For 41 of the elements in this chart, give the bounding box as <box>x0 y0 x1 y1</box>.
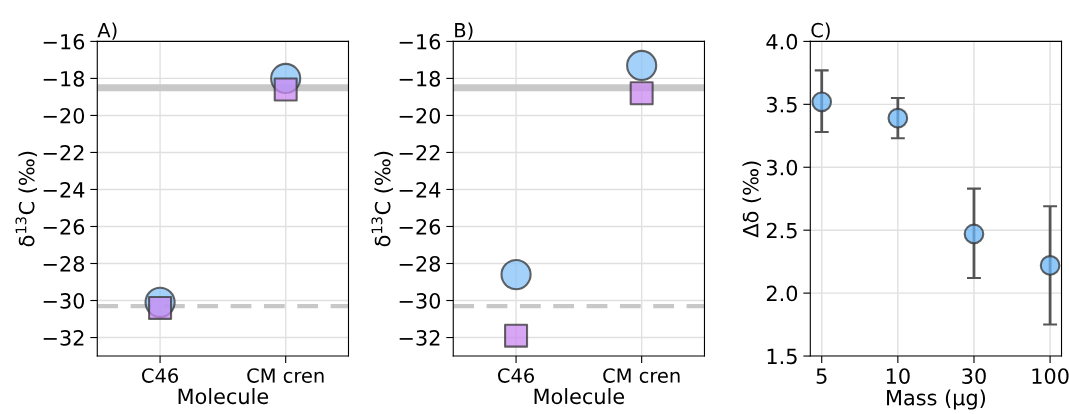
y-tick-label: −22 <box>399 144 440 161</box>
chart-title: B) <box>455 22 473 40</box>
x-axis-title: Mass (μg) <box>887 389 986 410</box>
y-tick-label: 3.5 <box>766 96 797 113</box>
y-axis-title: Δδ (‰) <box>742 161 761 238</box>
x-tick-label: 5 <box>816 368 827 384</box>
y-tick-label: −18 <box>399 70 441 87</box>
x-tick-label: 100 <box>1032 368 1069 384</box>
y-tick-label: −20 <box>399 107 441 124</box>
y-tick-label: −32 <box>399 329 440 346</box>
y-tick-label: −26 <box>43 218 85 235</box>
x-axis-title: Molecule <box>534 388 625 405</box>
y-tick-label: −32 <box>43 329 84 346</box>
y-tick-label: −16 <box>399 33 441 50</box>
y-tick-label: −22 <box>43 144 84 161</box>
x-tick-label: C46 <box>142 368 179 383</box>
y-tick-label: −30 <box>399 292 441 309</box>
y-tick-label: −20 <box>43 107 85 124</box>
x-axis-title: Molecule <box>178 388 269 405</box>
y-axis-title: δ$^{13}$C (‰) <box>15 151 37 247</box>
y-tick-label: −16 <box>43 33 85 50</box>
chart-title: C) <box>811 22 830 40</box>
y-axis-title: δ$^{13}$C (‰) <box>371 151 393 247</box>
y-tick-label: −26 <box>399 218 441 235</box>
y-tick-label: −30 <box>43 292 85 309</box>
y-tick-label: −28 <box>43 255 85 272</box>
y-tick-label: −18 <box>43 70 85 87</box>
x-tick-label: C46 <box>497 368 534 383</box>
y-tick-label: −24 <box>399 181 441 198</box>
x-tick-label: CM cren <box>603 368 680 383</box>
chart-title: A) <box>97 22 117 40</box>
y-tick-label: −24 <box>43 181 85 198</box>
x-tick-label: 10 <box>886 368 910 384</box>
y-tick-label: 1.5 <box>767 348 797 365</box>
y-tick-label: 2.5 <box>766 222 797 239</box>
y-tick-label: −28 <box>399 255 441 272</box>
y-tick-label: 3.0 <box>766 159 798 176</box>
x-tick-label: CM cren <box>247 368 324 383</box>
x-tick-label: 30 <box>962 368 986 384</box>
y-tick-label: 4.0 <box>766 33 798 50</box>
y-tick-label: 2.0 <box>766 285 798 302</box>
